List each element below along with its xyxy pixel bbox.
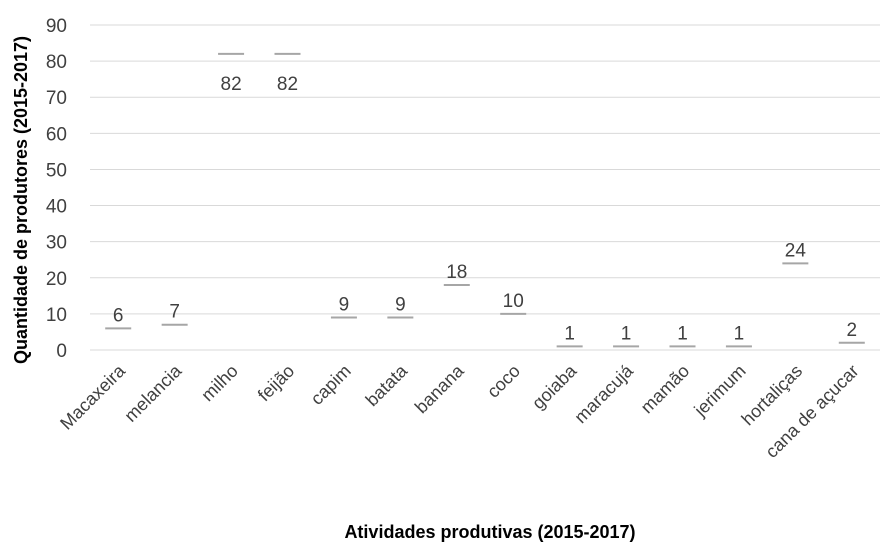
x-tick-label: Macaxeira	[56, 360, 130, 434]
y-tick-label: 30	[46, 233, 67, 254]
x-tick-label: melancia	[120, 360, 186, 426]
data-labels: 6 7 82 82 9 9 18 10 1 1 1 1 24 2	[113, 74, 857, 345]
y-tick-label: 60	[46, 124, 67, 145]
data-markers	[105, 52, 865, 348]
data-label: 7	[169, 302, 180, 323]
gridlines	[90, 24, 880, 351]
x-tick-label: feijão	[254, 361, 299, 406]
y-tick-label: 40	[46, 197, 67, 218]
y-tick-label: 70	[46, 88, 67, 109]
data-label: 9	[395, 295, 406, 316]
data-label: 1	[677, 323, 688, 344]
data-label: 1	[734, 323, 745, 344]
data-label: 82	[277, 74, 298, 95]
x-tick-label: batata	[362, 360, 412, 410]
data-label: 10	[503, 291, 524, 312]
x-tick-label: milho	[197, 361, 242, 406]
data-label: 82	[221, 74, 242, 95]
y-tick-label: 80	[46, 52, 67, 73]
x-tick-label: coco	[483, 361, 524, 402]
y-tick-label: 0	[56, 341, 67, 362]
y-tick-label: 10	[46, 305, 67, 326]
x-axis-title: Atividades produtivas (2015-2017)	[344, 522, 635, 542]
data-label: 1	[564, 323, 575, 344]
y-axis-title: Quantidade de produtores (2015-2017)	[11, 36, 31, 364]
x-tick-label: banana	[411, 360, 468, 417]
x-tick-label: goiaba	[528, 360, 581, 413]
y-tick-label: 50	[46, 160, 67, 181]
data-label: 2	[846, 320, 857, 341]
x-tick-label: maracujá	[570, 360, 637, 427]
data-label: 18	[446, 262, 467, 283]
data-label: 9	[339, 295, 350, 316]
y-tick-labels: 0 10 20 30 40 50 60 70 80 90	[46, 16, 67, 362]
y-tick-label: 20	[46, 269, 67, 290]
data-label: 24	[785, 240, 807, 261]
y-tick-label: 90	[46, 16, 67, 37]
data-label: 6	[113, 305, 124, 326]
x-tick-label: mamão	[637, 361, 694, 418]
x-tick-label: capim	[307, 361, 355, 409]
data-label: 1	[621, 323, 632, 344]
